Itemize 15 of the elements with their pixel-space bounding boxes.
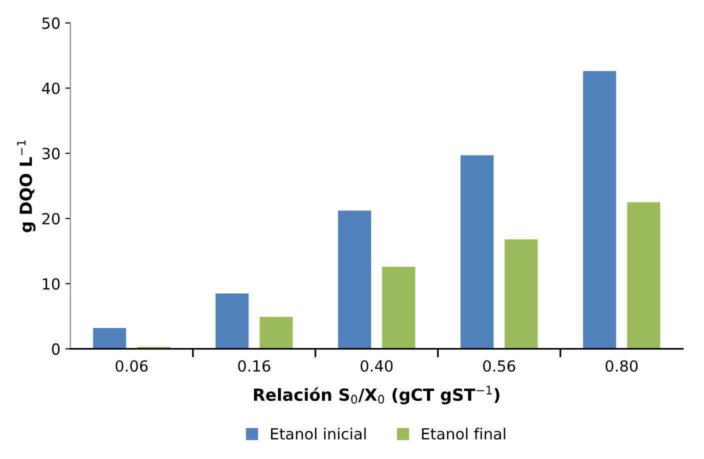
y-tick-label: 10	[42, 278, 60, 290]
y-tick-label: 30	[42, 148, 60, 160]
legend-label: Etanol inicial	[271, 428, 366, 440]
x-axis-title: Relación S$_{0}$/X$_{0}$ (gCT gST$^{−1}$)	[254, 386, 500, 404]
x-tick-label: 0.56	[483, 360, 516, 372]
y-tick-label: 0	[52, 343, 60, 355]
y-tick-label: 40	[42, 82, 60, 94]
legend-label: Etanol final	[422, 428, 506, 440]
y-tick-label: 20	[42, 212, 60, 225]
y-tick-label: 50	[42, 17, 60, 29]
x-tick-label: 0.06	[116, 360, 148, 372]
x-tick-label: 0.40	[360, 360, 393, 372]
x-tick-label: 0.80	[606, 360, 638, 372]
x-tick-label: 0.16	[238, 360, 270, 372]
y-axis-title: g DQO L$^{−1}$	[17, 140, 36, 232]
